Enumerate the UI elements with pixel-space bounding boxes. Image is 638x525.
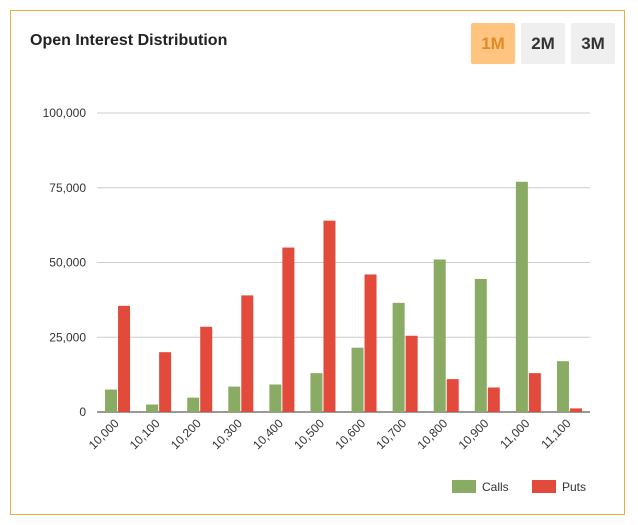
bar-calls <box>474 278 487 412</box>
bar-puts <box>241 295 254 412</box>
y-tick-label: 50,000 <box>49 256 86 270</box>
x-tick-label: 10,700 <box>373 416 409 452</box>
legend-swatch-calls <box>452 480 476 493</box>
bar-calls <box>105 389 118 412</box>
bar-calls <box>556 361 569 412</box>
legend-swatch-puts <box>532 480 556 493</box>
x-tick-label: 10,500 <box>291 416 327 452</box>
x-tick-label: 10,100 <box>127 416 163 452</box>
bar-puts <box>405 335 418 412</box>
bar-puts <box>364 274 377 412</box>
x-tick-label: 10,000 <box>86 416 122 452</box>
x-tick-label: 10,300 <box>209 416 245 452</box>
bar-puts <box>282 247 295 412</box>
chart-title: Open Interest Distribution <box>30 32 228 49</box>
bar-puts <box>323 220 336 412</box>
bar-calls <box>146 404 159 412</box>
legend-label-puts: Puts <box>562 480 586 494</box>
bar-calls <box>187 397 200 412</box>
legend-label-calls: Calls <box>482 480 509 494</box>
y-tick-label: 25,000 <box>49 330 86 344</box>
x-tick-label: 11,100 <box>538 416 573 451</box>
bar-puts <box>487 387 500 412</box>
x-tick-label: 10,900 <box>456 416 492 452</box>
bar-calls <box>228 386 241 412</box>
range-2m-button[interactable]: 2M <box>521 23 565 64</box>
bar-puts <box>446 379 459 412</box>
bar-calls <box>392 302 405 412</box>
bar-puts <box>159 352 172 412</box>
bar-calls <box>351 347 364 412</box>
y-tick-label: 100,000 <box>43 106 87 120</box>
x-tick-label: 10,200 <box>168 416 204 452</box>
x-tick-label: 11,000 <box>497 416 532 451</box>
range-1m-button[interactable]: 1M <box>471 23 515 64</box>
bar-puts <box>200 326 213 412</box>
x-tick-label: 10,400 <box>250 416 286 452</box>
bar-puts <box>118 305 131 412</box>
range-3m-button[interactable]: 3M <box>571 23 615 64</box>
x-tick-label: 10,600 <box>332 416 368 452</box>
y-tick-label: 75,000 <box>49 181 86 195</box>
y-tick-label: 0 <box>79 405 86 419</box>
bar-puts <box>528 373 541 412</box>
bar-calls <box>515 181 528 412</box>
x-tick-label: 10,800 <box>414 416 450 452</box>
bar-puts <box>569 408 582 412</box>
bar-calls <box>433 259 446 412</box>
bar-calls <box>310 373 323 412</box>
bar-calls <box>269 384 282 412</box>
